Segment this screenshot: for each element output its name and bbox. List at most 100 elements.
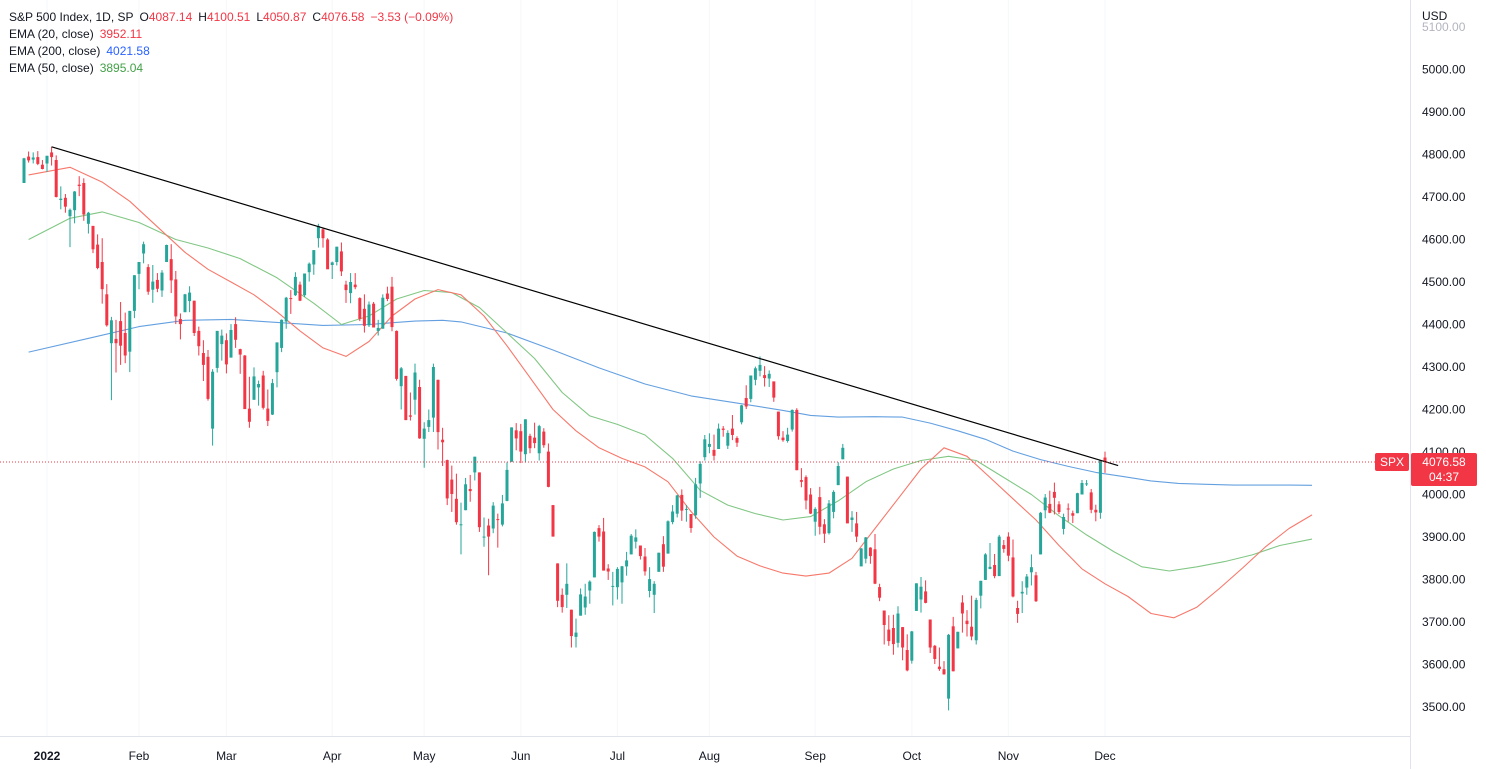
candle — [763, 366, 767, 387]
candle-body — [229, 330, 233, 358]
candle-body — [54, 160, 58, 197]
candle — [615, 567, 619, 600]
indicator-ema50[interactable]: EMA (50, close) 3895.04 — [9, 60, 453, 77]
candle — [404, 375, 408, 421]
indicator-ema200[interactable]: EMA (200, close) 4021.58 — [9, 43, 453, 60]
candle — [201, 340, 205, 382]
symbol-label[interactable]: S&P 500 Index, 1D, SP — [9, 10, 134, 24]
candle-body — [427, 420, 431, 427]
candle-body — [155, 279, 159, 289]
candle — [947, 633, 951, 711]
candle — [132, 275, 136, 319]
candle-body — [1025, 576, 1029, 588]
candle — [822, 519, 826, 543]
candle — [1029, 554, 1033, 586]
candle — [661, 536, 665, 572]
candle-body — [1075, 493, 1079, 514]
candle-body — [942, 669, 946, 675]
candle-body — [960, 602, 964, 614]
candle — [468, 474, 472, 502]
candle-body — [367, 304, 371, 326]
candle — [675, 494, 679, 518]
candle-body — [436, 379, 440, 433]
indicator-ema20[interactable]: EMA (20, close) 3952.11 — [9, 26, 453, 43]
candle — [128, 310, 132, 373]
candle — [427, 409, 431, 433]
indicator-value: 3952.11 — [99, 27, 143, 41]
candle — [689, 514, 693, 533]
price-tag-countdown: 04:37 — [1429, 470, 1459, 484]
candle — [298, 281, 302, 302]
candle-body — [988, 566, 992, 569]
candle — [730, 415, 734, 441]
candle — [772, 381, 776, 402]
candle — [648, 567, 652, 598]
candle-body — [358, 298, 362, 319]
candle-body — [666, 521, 670, 554]
candle-body — [661, 544, 665, 567]
candle — [680, 489, 684, 521]
candle — [1094, 504, 1098, 522]
candle-body — [100, 262, 104, 290]
candle — [1098, 460, 1102, 519]
candle-body — [753, 368, 757, 380]
candle — [901, 627, 905, 661]
candle-body — [510, 427, 514, 462]
high-value: 4100.51 — [206, 10, 251, 24]
candle-body — [905, 650, 909, 671]
candle-body — [1006, 536, 1010, 556]
candle — [786, 427, 790, 443]
candle — [178, 313, 182, 340]
candle — [537, 424, 541, 461]
candle — [109, 316, 113, 401]
candle — [643, 548, 647, 576]
candle-body — [588, 581, 592, 591]
candle — [487, 518, 491, 576]
candle — [174, 270, 178, 325]
candle — [657, 552, 661, 572]
price-tag-value: 4076.58 — [1422, 455, 1466, 469]
candle — [349, 273, 353, 304]
candle — [266, 389, 270, 427]
candle — [339, 242, 343, 277]
candle-body — [574, 632, 578, 637]
candle — [951, 616, 955, 672]
candle-body — [146, 267, 150, 292]
candle — [781, 431, 785, 442]
candle-body — [477, 472, 481, 528]
candle-body — [993, 565, 997, 577]
candle — [937, 647, 941, 671]
candle-body — [496, 519, 500, 521]
candle-body — [1103, 457, 1107, 462]
price-tick-label: 3900.00 — [1422, 530, 1466, 544]
candle-body — [335, 246, 339, 262]
candle-body — [914, 583, 918, 611]
candle-body — [597, 528, 601, 537]
candle-body — [1066, 508, 1070, 510]
currency-label[interactable]: USD — [1422, 9, 1448, 23]
candle — [197, 326, 201, 356]
candle-body — [615, 568, 619, 588]
candle — [454, 473, 458, 525]
candle-body — [910, 631, 914, 661]
candle-body — [1085, 483, 1089, 485]
candle — [1085, 480, 1089, 486]
candle-body — [864, 537, 868, 559]
candle-body — [822, 524, 826, 534]
candle — [229, 324, 233, 358]
candle — [528, 433, 532, 454]
candle-body — [408, 415, 412, 417]
candle — [721, 426, 725, 437]
candle — [1002, 539, 1006, 553]
candle-body — [284, 297, 288, 322]
candle — [1034, 571, 1038, 603]
candle — [63, 194, 67, 213]
candle-body — [293, 276, 297, 296]
candle-body — [983, 554, 987, 580]
candle — [542, 428, 546, 448]
candle-body — [878, 587, 882, 598]
candle-body — [91, 225, 95, 250]
